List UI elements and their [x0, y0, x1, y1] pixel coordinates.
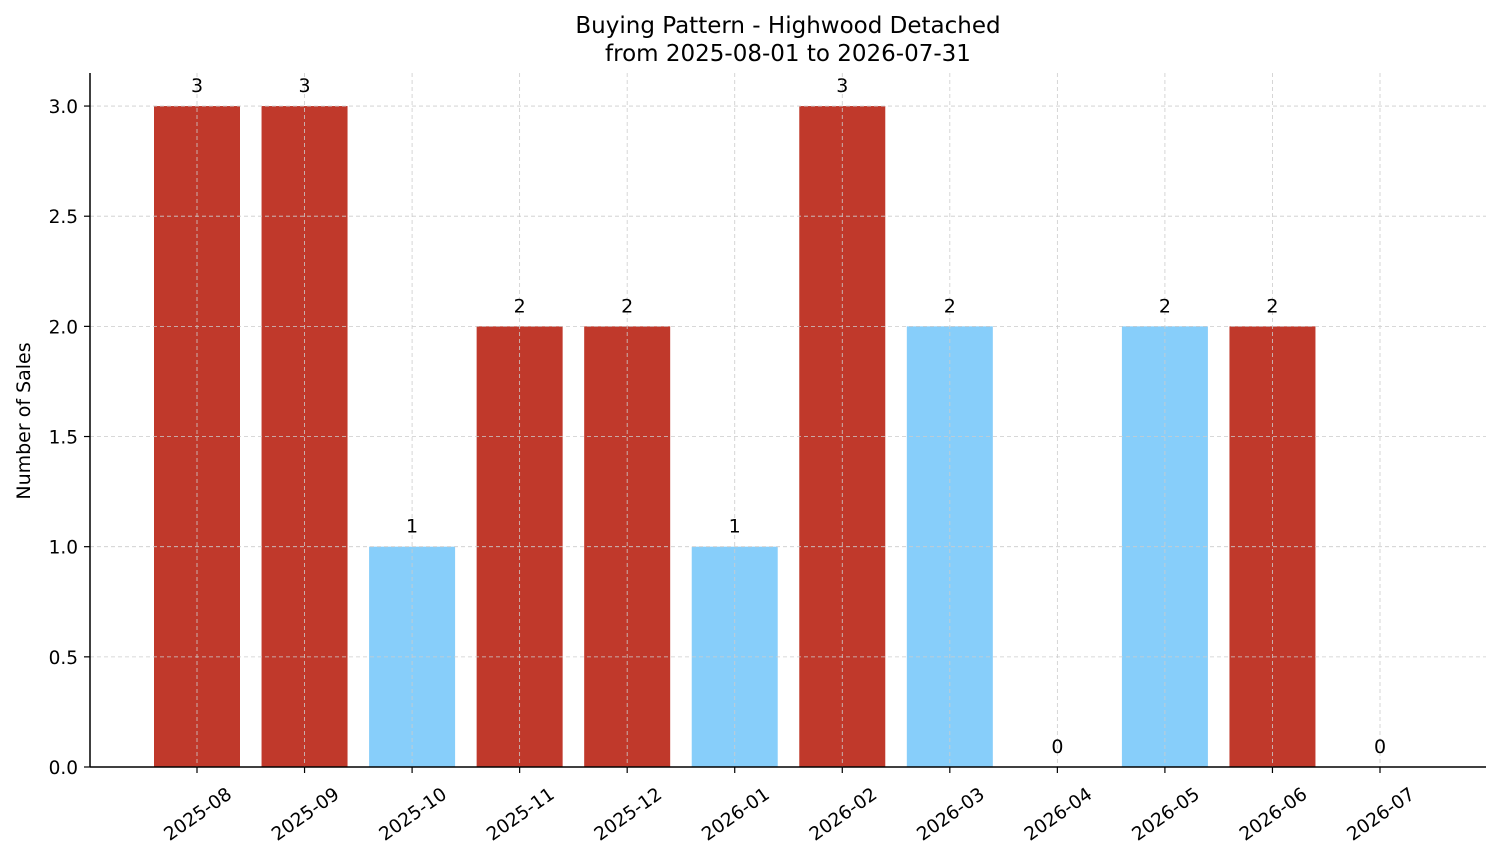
data-label-2026-07: 0: [1374, 736, 1386, 758]
data-label-2025-08: 3: [191, 75, 203, 97]
axes: [89, 73, 1486, 768]
x-tick-label: 2026-07: [1343, 784, 1418, 846]
y-tick-label: 0.5: [49, 648, 78, 669]
data-label-2025-10: 1: [406, 516, 418, 538]
bar-2026-03: [906, 326, 993, 767]
data-label-2026-06: 2: [1266, 295, 1278, 317]
data-label-2026-04: 0: [1051, 736, 1063, 758]
data-labels: 3 3 1 2 2 1 3 2 0 2 2 0: [191, 75, 1386, 758]
x-axis-ticks: 2025-08 2025-09 2025-10 2025-11 2025-12 2026-…: [160, 767, 1419, 846]
x-tick-label: 2025-11: [483, 784, 558, 846]
data-label-2025-11: 2: [514, 295, 526, 317]
bar-2025-12: [584, 326, 671, 767]
x-tick-label: 2025-09: [268, 784, 343, 846]
chart-subtitle: from 2025-08-01 to 2026-07-31: [605, 41, 971, 67]
chart-title: Buying Pattern - Highwood Detached: [575, 13, 1000, 39]
data-label-2026-03: 2: [944, 295, 956, 317]
x-tick-label: 2025-08: [160, 784, 235, 846]
data-label-2026-01: 1: [729, 516, 741, 538]
y-tick-label: 0.0: [49, 758, 78, 779]
x-tick-label: 2026-05: [1128, 784, 1203, 846]
y-tick-label: 1.5: [49, 428, 78, 449]
y-tick-label: 2.5: [49, 207, 78, 228]
data-label-2025-09: 3: [298, 75, 310, 97]
x-tick-label: 2026-04: [1021, 784, 1096, 846]
y-axis-label: Number of Sales: [13, 342, 35, 499]
x-tick-label: 2026-02: [806, 784, 881, 846]
data-label-2025-12: 2: [621, 295, 633, 317]
y-tick-label: 1.0: [49, 538, 78, 559]
data-label-2026-02: 3: [836, 75, 848, 97]
data-label-2026-05: 2: [1159, 295, 1171, 317]
x-tick-label: 2025-10: [376, 784, 451, 846]
y-tick-label: 3.0: [49, 97, 78, 118]
x-tick-label: 2026-06: [1236, 784, 1311, 846]
x-tick-label: 2025-12: [591, 784, 666, 846]
y-tick-label: 2.0: [49, 317, 78, 338]
y-axis-ticks: 0.0 0.5 1.0 1.5 2.0 2.5 3.0: [49, 97, 90, 779]
x-tick-label: 2026-01: [698, 784, 773, 846]
x-tick-label: 2026-03: [913, 784, 988, 846]
